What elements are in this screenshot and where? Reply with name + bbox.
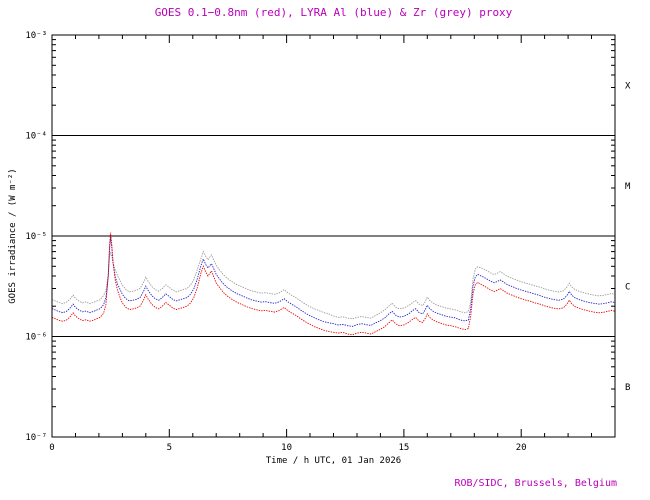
flare-class-label: C (625, 282, 630, 292)
credit-text: ROB/SIDC, Brussels, Belgium (454, 478, 617, 489)
x-tick-label: 0 (49, 443, 54, 453)
y-tick-label: 10⁻³ (25, 31, 47, 41)
y-tick-label: 10⁻⁶ (25, 333, 47, 343)
series-goes-red (51, 232, 616, 336)
flare-class-label: X (625, 81, 631, 91)
y-tick-label: 10⁻⁵ (25, 232, 47, 242)
x-tick-label: 20 (516, 443, 527, 453)
series-lyra-al-blue (51, 236, 616, 327)
flare-class-label: M (625, 182, 631, 192)
y-tick-label: 10⁻⁷ (25, 433, 47, 443)
x-tick-label: 10 (281, 443, 292, 453)
y-tick-label: 10⁻⁴ (25, 132, 47, 142)
flare-class-label: B (625, 383, 630, 393)
chart-title: GOES 0.1−0.8nm (red), LYRA Al (blue) & Z… (154, 6, 513, 19)
x-tick-label: 5 (167, 443, 172, 453)
x-axis-label: Time / h UTC, 01 Jan 2026 (265, 456, 402, 466)
series-lyra-zr-grey (51, 250, 616, 320)
x-tick-label: 15 (398, 443, 409, 453)
